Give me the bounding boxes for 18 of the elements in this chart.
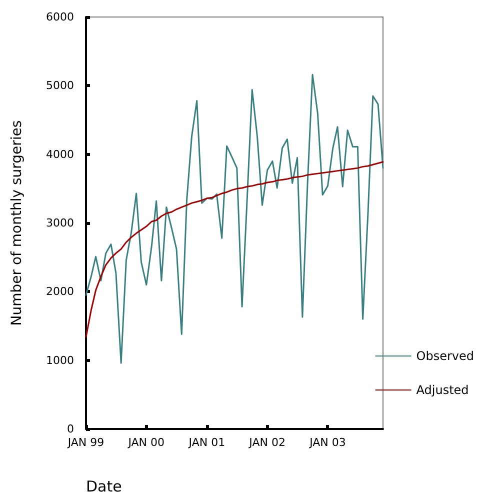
y-tick-label: 2000 — [46, 285, 74, 298]
line-series — [85, 74, 384, 364]
legend-label: Observed — [416, 349, 474, 363]
x-tick-label: JAN 02 — [248, 436, 286, 449]
line-series — [85, 161, 384, 338]
x-axis-title: Date — [86, 478, 122, 496]
x-tick-label: JAN 01 — [188, 436, 226, 449]
y-tick-label: 6000 — [46, 10, 74, 24]
y-axis-title: Number of monthly surgeries — [9, 120, 25, 326]
y-tick-label: 0 — [67, 422, 74, 436]
x-tick-label: JAN 00 — [127, 436, 165, 449]
y-tick-label: 1000 — [46, 354, 74, 367]
y-tick-label: 5000 — [46, 79, 74, 92]
x-tick-label: JAN 99 — [66, 436, 104, 449]
legend-label: Adjusted — [416, 383, 469, 397]
y-tick-label: 3000 — [46, 216, 74, 230]
y-tick-label: 4000 — [46, 148, 74, 161]
x-tick-label: JAN 03 — [308, 436, 346, 449]
